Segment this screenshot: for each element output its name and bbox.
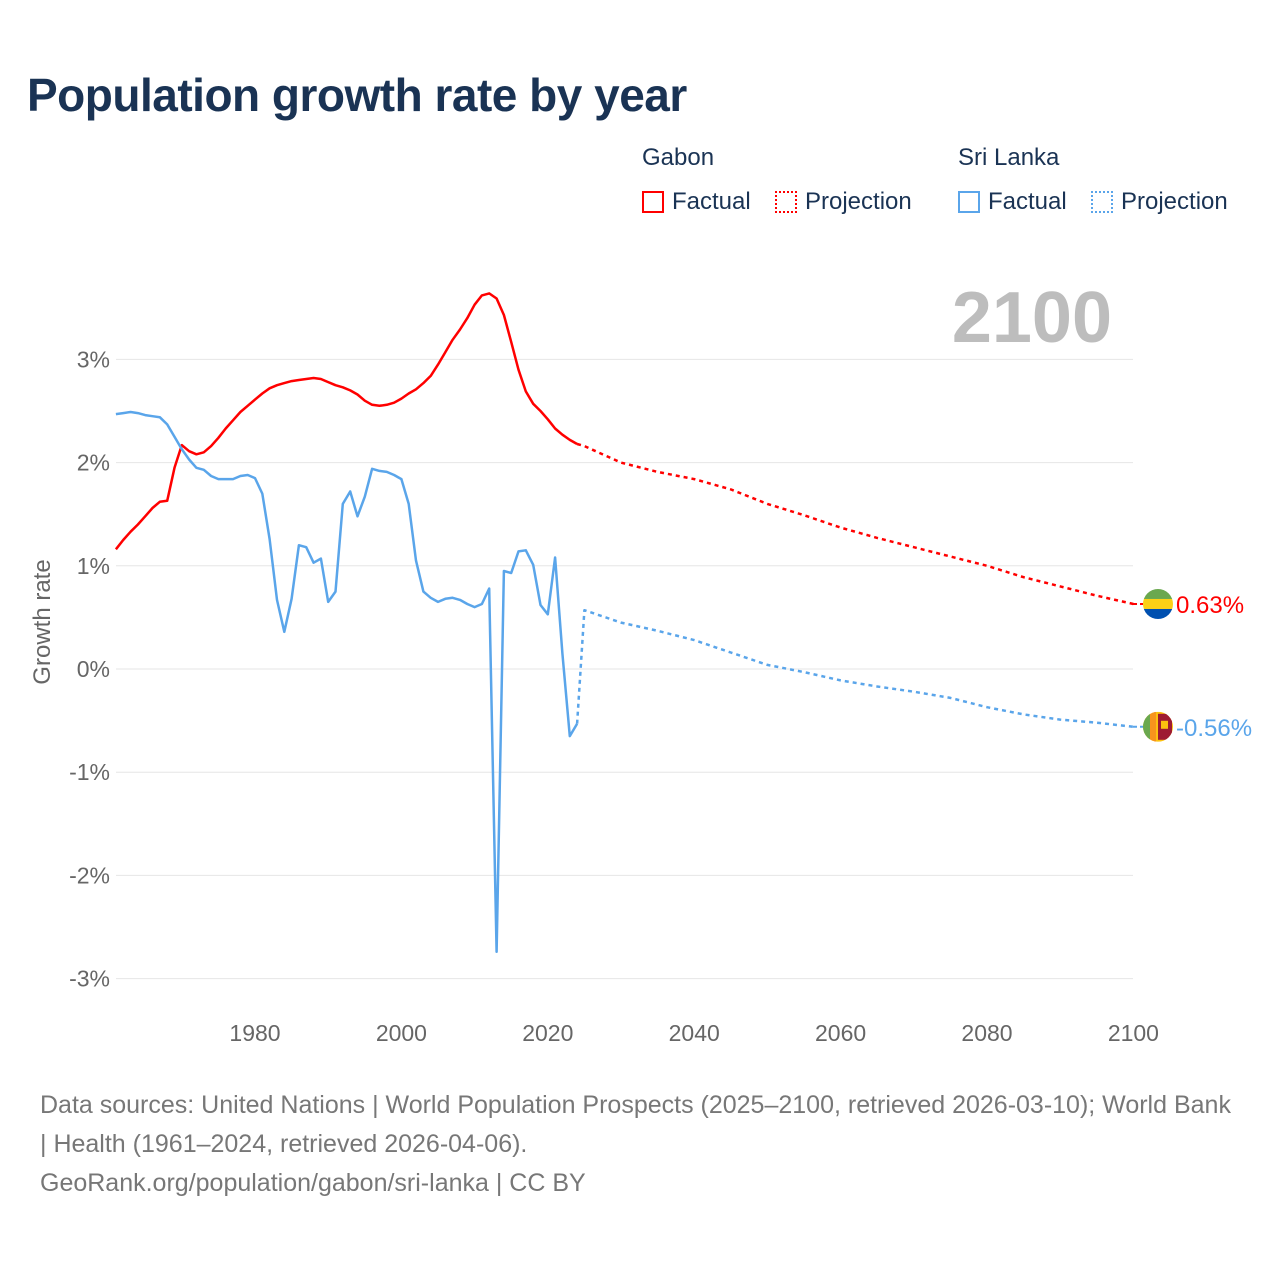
year-watermark: 2100: [952, 278, 1112, 358]
y-tick-label: 3%: [77, 346, 110, 372]
sri-lanka-end-marker: -0.56%: [1133, 711, 1252, 742]
legend-label: Projection: [1121, 188, 1228, 215]
y-tick-label: -3%: [69, 966, 110, 992]
legend-group-title: Gabon: [642, 144, 715, 171]
x-tick-label: 2100: [1108, 1020, 1159, 1046]
legend-swatch-dotted: [1091, 191, 1113, 213]
y-axis-label: Growth rate: [29, 559, 56, 684]
gabon-projection-line: [576, 442, 1134, 606]
end-value-label: -0.56%: [1176, 715, 1252, 742]
x-tick-label: 1980: [229, 1020, 280, 1046]
x-tick-label: 2080: [961, 1020, 1012, 1046]
sri-lanka-factual-line: [115, 410, 579, 954]
end-value-label: 0.63%: [1176, 592, 1244, 619]
x-tick-label: 2000: [376, 1020, 427, 1046]
gabon-flag-icon: [1143, 588, 1173, 619]
legend-gabon-factual[interactable]: Factual: [642, 188, 751, 216]
legend-label: Factual: [988, 188, 1067, 215]
x-tick-label: 2040: [669, 1020, 720, 1046]
x-tick-label: 2020: [522, 1020, 573, 1046]
y-tick-label: 1%: [77, 553, 110, 579]
legend-label: Projection: [805, 188, 912, 215]
gabon-end-marker: 0.63%: [1133, 588, 1244, 619]
y-tick-label: 2%: [77, 450, 110, 476]
legend-sri-lanka-projection[interactable]: Projection: [1091, 188, 1228, 216]
legend-sri-lanka-factual[interactable]: Factual: [958, 188, 1067, 216]
y-tick-label: -1%: [69, 759, 110, 785]
legend-swatch-solid: [642, 191, 664, 213]
legend-sri-lanka: Sri Lanka Factual Projection: [958, 144, 1228, 215]
legend-group-title: Sri Lanka: [958, 144, 1060, 171]
y-tick-label: -2%: [69, 862, 110, 888]
legend-gabon-projection[interactable]: Projection: [775, 188, 912, 216]
chart-title: Population growth rate by year: [27, 69, 687, 121]
gabon-factual-line: [114, 292, 578, 551]
y-tick-label: 0%: [77, 656, 110, 682]
legend-label: Factual: [672, 188, 751, 215]
data-sources: Data sources: United Nations | World Pop…: [40, 1091, 1231, 1158]
sri-lanka-projection-line: [575, 608, 1134, 729]
x-tick-label: 2060: [815, 1020, 866, 1046]
credit-link[interactable]: GeoRank.org/population/gabon/sri-lanka |…: [40, 1169, 586, 1197]
legend-swatch-dotted: [775, 191, 797, 213]
sri-lanka-flag-icon: [1143, 711, 1173, 742]
legend-swatch-solid: [958, 191, 980, 213]
legend-gabon: Gabon Factual Projection: [642, 144, 912, 215]
line-chart: 3% 2% 1% 0% -1% -2% -3% 1980 2000 2020 2040 2060 208…: [29, 278, 1252, 1046]
